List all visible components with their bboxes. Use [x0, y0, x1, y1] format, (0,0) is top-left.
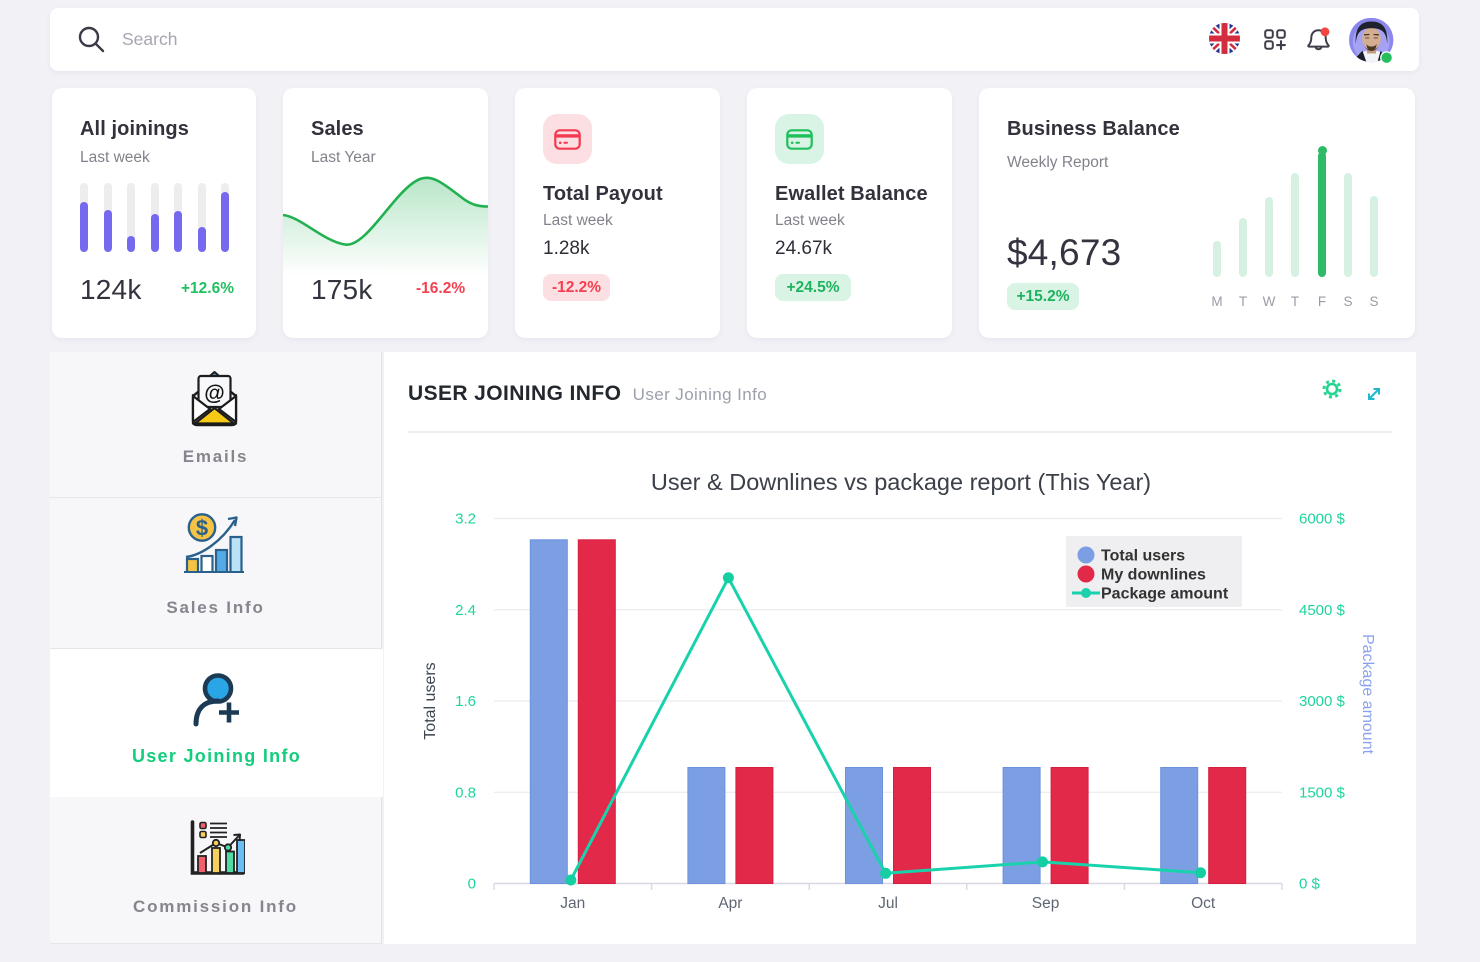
svg-text:3.2: 3.2: [455, 511, 476, 528]
svg-text:Oct: Oct: [1191, 895, 1216, 912]
svg-text:$: $: [196, 516, 208, 541]
svg-text:1500 $: 1500 $: [1299, 784, 1346, 801]
svg-text:Apr: Apr: [718, 895, 742, 912]
svg-text:3000 $: 3000 $: [1299, 693, 1346, 710]
svg-text:4500 $: 4500 $: [1299, 602, 1346, 619]
svg-text:0 $: 0 $: [1299, 876, 1321, 893]
svg-text:@: @: [204, 382, 224, 405]
svg-text:Total users: Total users: [422, 662, 439, 739]
svg-text:Jan: Jan: [560, 895, 585, 912]
svg-text:Total users: Total users: [1101, 548, 1185, 565]
svg-text:User & Downlines vs package re: User & Downlines vs package report (This…: [651, 469, 1151, 495]
svg-text:Package amount: Package amount: [1359, 634, 1376, 755]
svg-text:0.8: 0.8: [455, 784, 476, 801]
svg-text:Jul: Jul: [878, 895, 898, 912]
svg-text:1.6: 1.6: [455, 693, 476, 710]
svg-text:Sep: Sep: [1032, 895, 1060, 912]
svg-text:6000 $: 6000 $: [1299, 511, 1346, 528]
svg-text:2.4: 2.4: [455, 602, 476, 619]
svg-text:My downlines: My downlines: [1101, 567, 1206, 584]
svg-text:0: 0: [468, 876, 476, 893]
svg-text:Package amount: Package amount: [1101, 586, 1229, 603]
